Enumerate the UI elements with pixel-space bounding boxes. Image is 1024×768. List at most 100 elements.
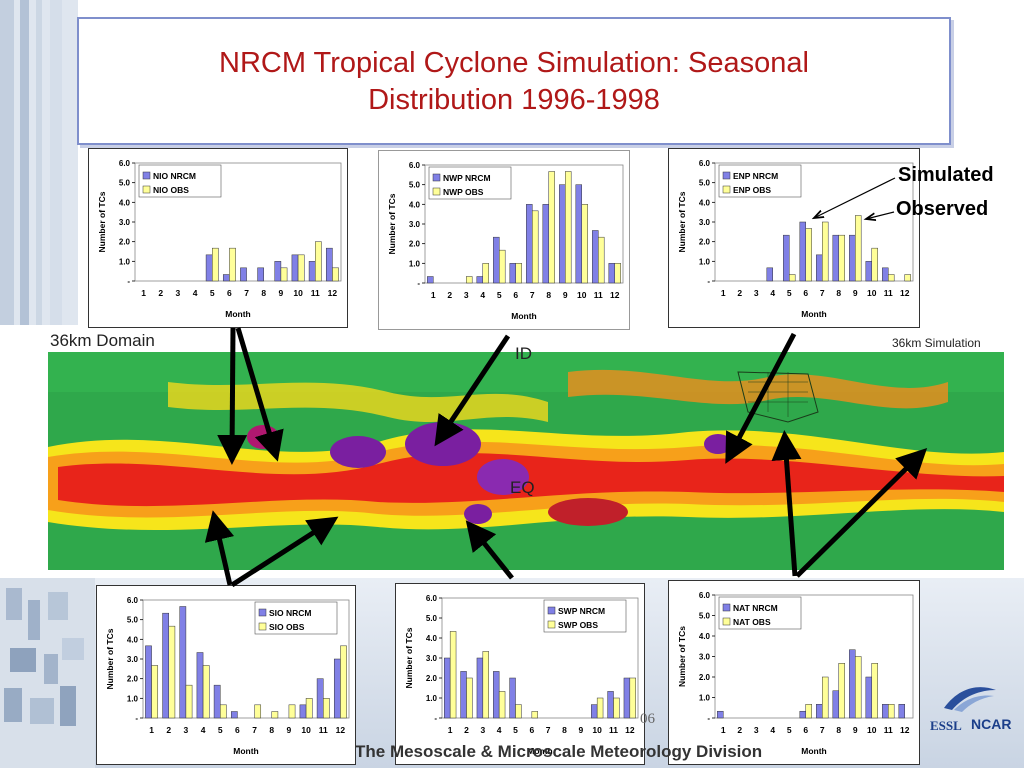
y-tick-label: - (135, 714, 138, 723)
bar-nat-nrcm (865, 676, 872, 719)
bar-sio-obs (185, 684, 193, 719)
y-tick-label: 3.0 (127, 655, 139, 664)
bar-nio-obs (332, 267, 339, 282)
bar-enp-nrcm (816, 254, 823, 282)
x-axis-label: Month (527, 746, 553, 756)
chart-nat: -1.0 2.0 3.0 4.0 5.0 6.0 1 2 3 4 5 6 7 8 9 10 11 12 Month N… (668, 580, 920, 765)
bar-enp-nrcm (766, 267, 773, 282)
x-axis-label: Month (801, 309, 827, 319)
x-tick-label: 11 (311, 288, 320, 298)
bar-sio-obs (271, 711, 279, 719)
title-box: NRCM Tropical Cyclone Simulation: Season… (77, 17, 951, 145)
x-tick-label: 8 (546, 290, 551, 300)
x-tick-label: 12 (336, 725, 346, 735)
legend-swatch (547, 606, 556, 615)
bar-sio-obs (323, 698, 330, 719)
y-tick-label: 5.0 (699, 612, 711, 621)
bar-sio-nrcm (145, 645, 152, 719)
y-axis-label: Number of TCs (97, 191, 107, 252)
y-tick-label: 3.0 (699, 218, 711, 227)
essl-logo-icon (944, 687, 996, 712)
bar-nio-nrcm (222, 274, 230, 282)
x-tick-label: 10 (577, 290, 587, 300)
legend-swatch (722, 171, 731, 180)
chart-svg-sio: -1.02.03.04.05.06.01 2 3 4 5 6 7 8 9 10 11 12MonthN… (105, 596, 350, 756)
x-tick-label: 3 (754, 725, 759, 735)
legend-swatch (722, 603, 731, 612)
map-right-label: 36km Simulation (892, 336, 981, 350)
y-tick-label: - (434, 714, 437, 723)
legend-label: NAT NRCM (733, 603, 778, 613)
bar-sio-obs (151, 665, 159, 719)
bar-nat-obs (855, 656, 862, 719)
x-tick-label: 1 (431, 290, 436, 300)
legend-swatch (432, 173, 441, 182)
bar-nwp-obs (515, 263, 522, 284)
bar-swp-obs (482, 651, 489, 719)
bar-enp-obs (805, 228, 812, 282)
division-banner: The Mesoscale & Microscale Meteorology D… (355, 742, 763, 761)
x-tick-label: 4 (770, 288, 775, 298)
y-axis-label: Number of TCs (677, 626, 687, 687)
bar-nat-nrcm (799, 710, 806, 719)
legend-swatch (142, 185, 151, 194)
bar-enp-nrcm (882, 267, 889, 282)
legend-box (254, 601, 338, 635)
x-tick-label: 4 (193, 288, 198, 298)
y-axis-label: Number of TCs (404, 627, 414, 688)
y-tick-label: 4.0 (699, 198, 711, 207)
legend-box (428, 166, 512, 200)
x-tick-label: 3 (754, 288, 759, 298)
chart-svg-swp: -1.02.03.04.05.06.01 2 3 4 5 6 7 8 9 10 11 12MonthN… (404, 594, 639, 756)
x-tick-label: 5 (787, 288, 792, 298)
bar-nwp-obs (482, 263, 489, 284)
title-line-1: NRCM Tropical Cyclone Simulation: Season… (219, 47, 809, 79)
x-tick-label: 11 (609, 725, 618, 735)
bar-sio-nrcm (162, 612, 169, 719)
x-tick-label: 5 (210, 288, 215, 298)
callout-observed: Observed (896, 198, 989, 220)
logo-ncar: NCAR (971, 716, 1012, 732)
legend-swatch (432, 187, 441, 196)
x-tick-label: 9 (578, 725, 583, 735)
legend-label: NIO OBS (153, 185, 189, 195)
x-tick-label: 1 (141, 288, 146, 298)
y-tick-label: 4.0 (426, 634, 438, 643)
bar-enp-nrcm (799, 221, 806, 282)
y-tick-label: 6.0 (426, 594, 438, 603)
x-tick-label: 2 (158, 288, 163, 298)
y-tick-label: 6.0 (119, 159, 131, 168)
x-tick-label: 6 (227, 288, 232, 298)
bar-nio-nrcm (291, 254, 299, 282)
bar-nio-nrcm (205, 254, 213, 282)
x-tick-label: 11 (884, 725, 893, 735)
x-tick-label: 3 (480, 725, 485, 735)
y-tick-label: 5.0 (426, 614, 438, 623)
y-tick-label: 4.0 (119, 198, 131, 207)
bar-nwp-nrcm (427, 276, 434, 284)
y-tick-label: - (707, 714, 710, 723)
chart-enp: -1.0 2.0 3.0 4.0 5.0 6.0 1 2 3 4 5 6 7 8 9 10 11 12 Month N… (668, 148, 920, 328)
x-tick-label: 7 (252, 725, 257, 735)
bar-nio-nrcm (325, 247, 333, 282)
bar-nat-obs (805, 704, 812, 719)
callout-simulated: Simulated (898, 164, 994, 186)
bar-enp-obs (822, 221, 829, 282)
bar-nwp-obs (499, 249, 506, 284)
x-tick-label: 9 (853, 288, 858, 298)
bar-nwp-nrcm (509, 263, 516, 284)
bar-swp-obs (596, 697, 604, 719)
bar-enp-nrcm (865, 261, 872, 282)
map-left-label: 36km Domain (50, 331, 155, 350)
x-tick-label: 7 (244, 288, 249, 298)
y-tick-label: 2.0 (699, 673, 711, 682)
x-tick-label: 4 (770, 725, 775, 735)
bar-sio-nrcm (230, 711, 238, 719)
y-tick-label: 2.0 (426, 674, 438, 683)
bar-enp-nrcm (832, 234, 839, 282)
y-tick-label: 5.0 (409, 181, 421, 190)
bar-nwp-obs (581, 204, 588, 284)
bar-sio-obs (254, 704, 262, 719)
bar-sio-obs (305, 698, 313, 719)
bar-nat-nrcm (816, 704, 823, 719)
